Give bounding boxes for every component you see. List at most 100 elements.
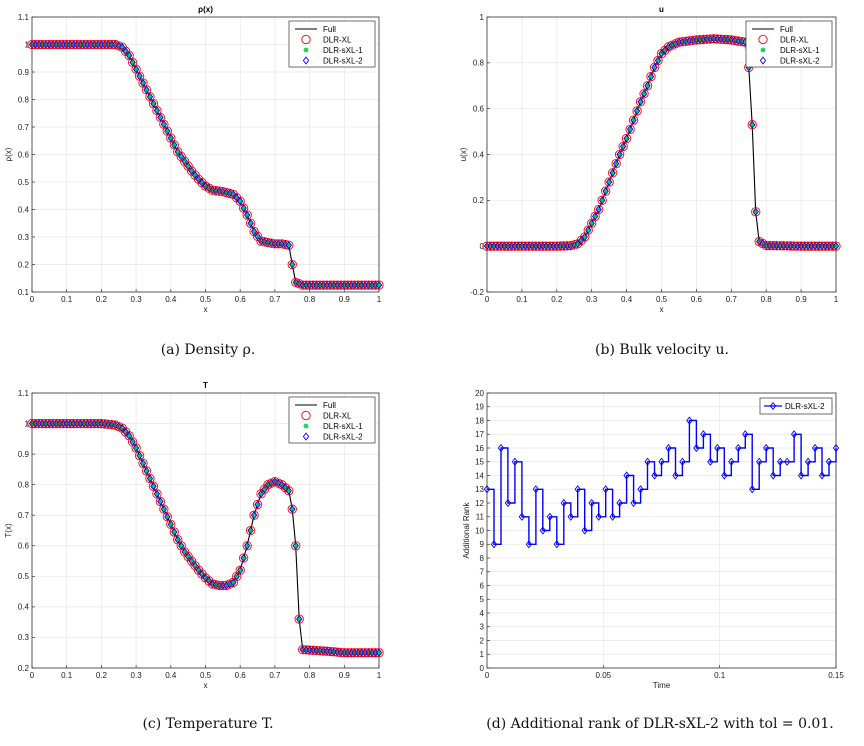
marker-dlr-sxl-1: [67, 41, 73, 48]
marker-dlr-xl: [173, 147, 183, 157]
marker-dlr-sxl-1: [130, 439, 136, 445]
marker-dlr-sxl-1: [109, 422, 115, 428]
marker-dlr-xl: [611, 159, 621, 169]
marker-dlr-sxl-1: [71, 41, 77, 48]
marker-dlr-sxl-1: [540, 243, 546, 249]
marker-dlr-xl: [159, 504, 169, 514]
marker-dlr-xl: [621, 133, 632, 144]
marker-dlr-sxl-1: [376, 282, 382, 288]
marker-dlr-sxl-1: [53, 41, 59, 48]
y-tick-label: 1: [480, 650, 485, 659]
marker-dlr-sxl-1: [241, 555, 247, 561]
marker-dlr-xl: [287, 259, 297, 270]
marker-dlr-sxl-1: [345, 650, 351, 656]
marker-dlr-sxl-1: [334, 282, 340, 288]
legend-entry: Full: [323, 25, 336, 34]
marker-dlr-sxl-2: [254, 232, 261, 241]
marker-dlr-sxl-1: [676, 39, 682, 45]
marker-dlr-sxl-1: [102, 421, 108, 427]
marker-dlr-sxl-1: [658, 51, 665, 57]
marker-dlr-sxl-2: [129, 58, 136, 67]
marker-dlr-xl: [628, 115, 639, 125]
marker-dlr-sxl-1: [498, 243, 504, 249]
marker-dlr-sxl-1: [711, 36, 717, 42]
marker-dlr-sxl-1: [599, 197, 605, 203]
marker-dlr-sxl-1: [359, 282, 365, 288]
marker-dlr-sxl-1: [372, 650, 379, 656]
y-tick-label: 4: [480, 609, 485, 618]
marker-dlr-sxl-2: [146, 474, 154, 483]
marker-dlr-xl: [232, 193, 242, 203]
marker-dlr-sxl-2: [602, 485, 609, 494]
marker-dlr-sxl-1: [286, 488, 292, 494]
marker-dlr-sxl-1: [522, 243, 528, 249]
marker-dlr-sxl-1: [324, 282, 330, 288]
legend-entry: DLR-XL: [323, 36, 352, 45]
marker-dlr-xl: [660, 45, 670, 55]
marker-dlr-sxl-1: [136, 73, 143, 79]
marker-dlr-sxl-1: [192, 172, 198, 178]
x-tick-label: 0.4: [165, 671, 177, 680]
y-tick-label: 7: [480, 568, 485, 577]
marker-dlr-sxl-2: [770, 471, 777, 480]
x-tick-label: 0.9: [339, 295, 351, 304]
y-tick-label: 0.6: [473, 104, 485, 113]
y-tick-label: 1.1: [18, 13, 30, 22]
marker-dlr-sxl-1: [303, 647, 309, 653]
marker-dlr-sxl-1: [582, 234, 588, 240]
marker-dlr-sxl-1: [237, 198, 243, 204]
marker-dlr-sxl-1: [254, 233, 261, 239]
marker-dlr-xl: [601, 186, 611, 196]
marker-dlr-sxl-2: [167, 520, 174, 529]
marker-dlr-xl: [625, 124, 635, 134]
marker-dlr-sxl-2: [797, 471, 805, 480]
marker-dlr-sxl-1: [568, 243, 574, 249]
marker-dlr-sxl-1: [116, 424, 122, 430]
y-tick-label: 13: [475, 485, 484, 494]
y-tick-label: 12: [475, 499, 484, 508]
legend-entry: DLR-sXL-1: [323, 422, 363, 431]
marker-dlr-sxl-1: [536, 243, 542, 249]
marker-dlr-sxl-1: [223, 189, 229, 196]
legend-entry: Full: [323, 401, 336, 410]
x-tick-label: 0.1: [714, 671, 726, 680]
marker-dlr-sxl-1: [185, 163, 191, 169]
marker-dlr-sxl-1: [662, 47, 668, 53]
marker-dlr-xl: [152, 489, 162, 499]
marker-dlr-sxl-1: [603, 188, 609, 194]
marker-dlr-sxl-2: [167, 133, 174, 143]
legend-marker: [758, 34, 768, 45]
y-tick-label: 0.1: [18, 288, 30, 297]
marker-dlr-sxl-2: [285, 486, 292, 495]
marker-dlr-sxl-1: [64, 420, 70, 427]
marker-dlr-sxl-1: [105, 421, 111, 427]
y-axis-label: ρ(x): [4, 147, 13, 161]
marker-dlr-sxl-2: [150, 482, 157, 491]
marker-dlr-sxl-1: [596, 206, 602, 213]
marker-dlr-sxl-1: [112, 422, 118, 428]
marker-dlr-sxl-2: [759, 239, 766, 248]
x-tick-label: 0.6: [691, 295, 703, 304]
marker-dlr-sxl-1: [32, 420, 39, 427]
marker-dlr-sxl-2: [153, 106, 161, 115]
marker-dlr-sxl-1: [320, 648, 327, 654]
marker-dlr-sxl-1: [91, 41, 98, 48]
marker-dlr-sxl-1: [126, 433, 132, 439]
marker-dlr-sxl-1: [105, 41, 111, 48]
marker-dlr-sxl-2: [243, 210, 251, 220]
marker-dlr-sxl-1: [365, 282, 372, 288]
marker-dlr-xl: [249, 510, 259, 520]
marker-dlr-sxl-1: [491, 243, 497, 249]
marker-dlr-sxl-2: [483, 485, 491, 494]
y-tick-label: 2: [480, 636, 485, 645]
marker-dlr-sxl-1: [352, 650, 358, 656]
marker-dlr-sxl-1: [189, 558, 195, 564]
marker-dlr-sxl-2: [174, 147, 181, 156]
marker-dlr-sxl-1: [272, 241, 278, 247]
marker-dlr-sxl-2: [756, 237, 763, 246]
marker-dlr-sxl-2: [191, 170, 199, 180]
marker-dlr-sxl-1: [515, 243, 522, 249]
marker-dlr-sxl-1: [230, 191, 236, 197]
legend-marker: [303, 423, 309, 429]
